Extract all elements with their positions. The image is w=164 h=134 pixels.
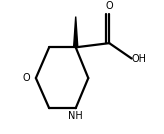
Text: O: O <box>105 1 113 11</box>
Text: NH: NH <box>68 111 83 121</box>
Text: O: O <box>23 73 31 83</box>
Polygon shape <box>74 17 78 47</box>
Text: OH: OH <box>132 53 147 64</box>
